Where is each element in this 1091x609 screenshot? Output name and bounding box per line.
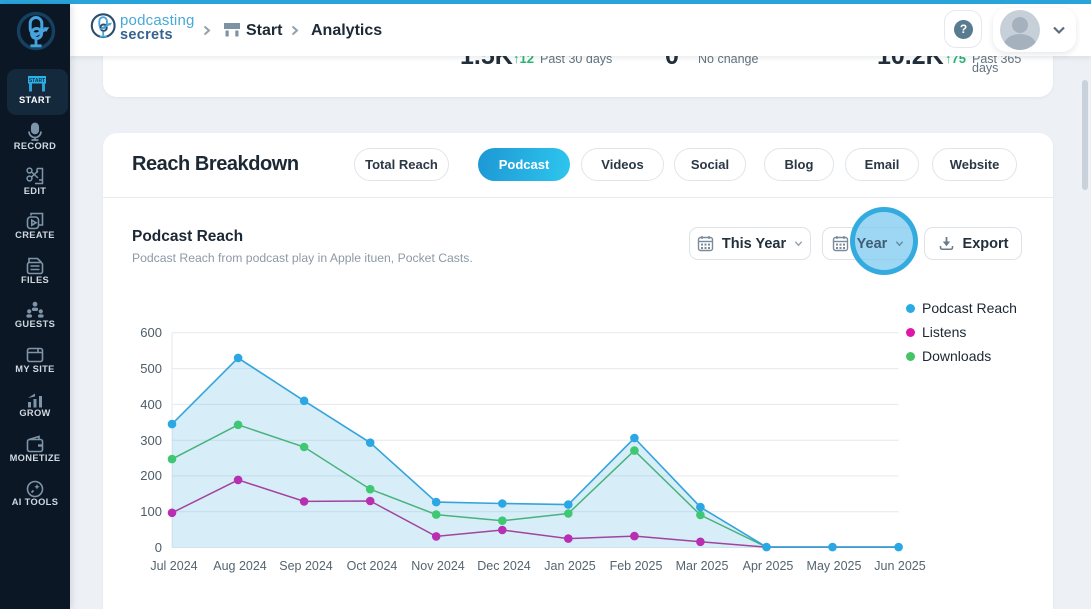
svg-text:START: START xyxy=(29,78,45,84)
